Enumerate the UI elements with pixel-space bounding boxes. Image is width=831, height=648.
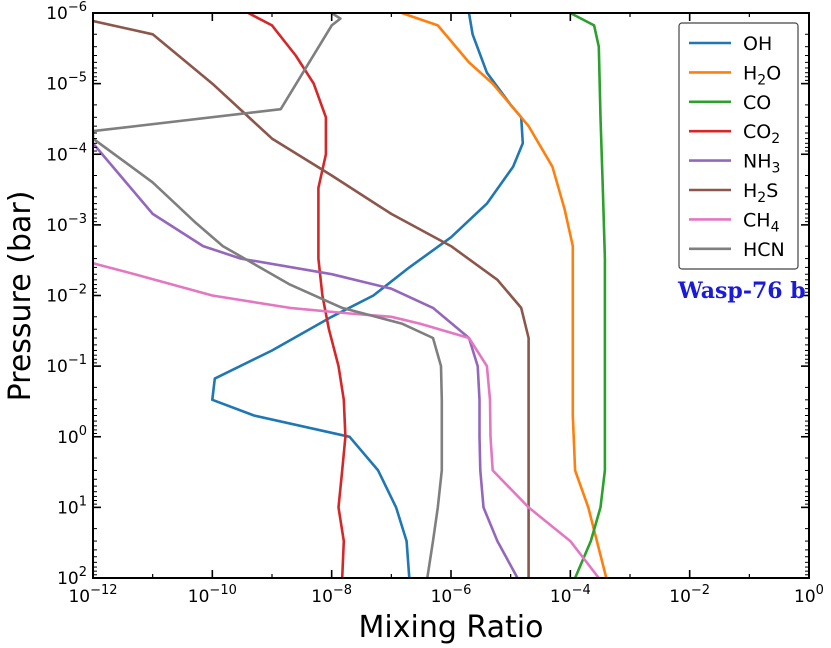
x-tick-label: 10−12 <box>68 583 117 607</box>
y-tick-label: 10−1 <box>46 353 87 377</box>
legend-label-ch4: CH4 <box>743 209 780 235</box>
legend: OH H2O CO CO2 NH3 H2S CH4 HCN <box>678 22 799 270</box>
series-line-hcn <box>93 13 444 578</box>
x-tick-label: 100 <box>794 583 824 607</box>
x-tick-label: 10−8 <box>311 583 352 607</box>
x-tick-label: 10−2 <box>669 583 710 607</box>
y-axis-label: Pressure (bar) <box>3 191 38 402</box>
y-tick-label: 10−3 <box>46 212 87 236</box>
legend-label-nh3: NH3 <box>743 151 780 177</box>
planet-annotation: Wasp-76 b <box>677 278 806 304</box>
tick-layer: 10−12 10−10 10−8 10−6 10−4 10−2 100 10−6 10−5 10−… <box>46 0 824 607</box>
y-tick-label: 102 <box>57 565 87 589</box>
series-line-nh3 <box>93 142 519 578</box>
legend-label-hcn: HCN <box>743 239 785 261</box>
y-tick-label: 10−5 <box>46 71 87 95</box>
legend-label-co: CO <box>743 92 771 114</box>
y-tick-label: 101 <box>57 494 87 518</box>
x-axis-label: Mixing Ratio <box>359 610 544 645</box>
series-line-co <box>569 13 607 578</box>
legend-label-h2o: H2O <box>743 62 781 88</box>
x-tick-label: 10−10 <box>188 583 237 607</box>
series-line-co2 <box>247 13 347 578</box>
y-tick-label: 10−6 <box>46 0 87 24</box>
legend-label-oh: OH <box>743 33 772 55</box>
series-line-h2o <box>400 13 608 578</box>
series-layer <box>93 13 608 578</box>
y-tick-label: 100 <box>57 424 87 448</box>
legend-label-co2: CO2 <box>743 121 780 147</box>
y-tick-label: 10−4 <box>46 141 87 165</box>
y-tick-label: 10−2 <box>46 283 87 307</box>
series-line-ch4 <box>93 262 601 578</box>
x-tick-label: 10−6 <box>431 583 472 607</box>
series-line-oh <box>211 13 525 578</box>
legend-label-h2s: H2S <box>743 180 778 206</box>
legend-box <box>678 22 799 270</box>
x-tick-label: 10−4 <box>550 583 591 607</box>
series-line-h2s <box>93 19 530 578</box>
